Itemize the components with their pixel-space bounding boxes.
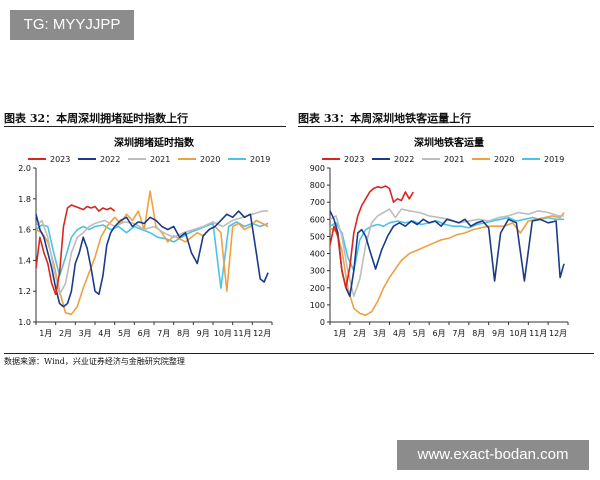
y-tick-label: 100 [310, 301, 325, 310]
chart-title: 深圳地铁客运量 [414, 136, 484, 149]
y-tick-label: 1.8 [18, 195, 31, 204]
x-tick-label: 3月 [79, 329, 92, 338]
x-tick-label: 10月 [509, 329, 527, 338]
legend-label-2021: 2021 [444, 155, 464, 164]
x-tick-label: 5月 [413, 329, 426, 338]
x-tick-label: 12月 [549, 329, 567, 338]
y-tick-label: 500 [310, 232, 325, 241]
y-tick-label: 800 [310, 181, 325, 190]
legend-label-2022: 2022 [394, 155, 414, 164]
y-tick-label: 400 [310, 250, 325, 259]
legend-label-2023: 2023 [50, 155, 70, 164]
y-tick-label: 2.0 [18, 164, 31, 173]
x-tick-label: 11月 [529, 329, 547, 338]
x-tick-label: 7月 [157, 329, 170, 338]
y-tick-label: 1.0 [18, 318, 31, 327]
y-tick-label: 0 [320, 318, 325, 327]
legend-label-2019: 2019 [250, 155, 270, 164]
x-tick-label: 4月 [393, 329, 406, 338]
legend-label-2023: 2023 [344, 155, 364, 164]
series-line-2019 [329, 216, 564, 272]
y-tick-label: 700 [310, 198, 325, 207]
x-tick-label: 6月 [138, 329, 151, 338]
y-tick-label: 1.4 [18, 256, 31, 265]
x-tick-label: 11月 [233, 329, 251, 338]
x-tick-label: 9月 [197, 329, 210, 338]
x-tick-label: 8月 [177, 329, 190, 338]
x-tick-label: 5月 [118, 329, 131, 338]
legend-label-2021: 2021 [150, 155, 170, 164]
y-tick-label: 300 [310, 267, 325, 276]
x-tick-label: 2月 [353, 329, 366, 338]
source-rule [4, 353, 594, 354]
y-tick-label: 900 [310, 164, 325, 173]
x-tick-label: 3月 [373, 329, 386, 338]
legend-label-2020: 2020 [494, 155, 514, 164]
y-tick-label: 600 [310, 215, 325, 224]
series-line-2022 [35, 210, 269, 308]
figure-32-rule [4, 126, 286, 127]
x-tick-label: 1月 [333, 329, 346, 338]
y-tick-label: 1.6 [18, 226, 31, 235]
x-tick-label: 10月 [214, 329, 232, 338]
series-line-2023 [35, 204, 116, 296]
x-tick-label: 9月 [492, 329, 505, 338]
metro-ridership-chart: 深圳地铁客运量 2023 2022 2021 2020 2019 0 100 200 300 400… [310, 136, 569, 338]
chart-title: 深圳拥堵延时指数 [114, 136, 195, 149]
series-line-2021 [329, 208, 564, 298]
legend-label-2022: 2022 [100, 155, 120, 164]
x-tick-label: 12月 [253, 329, 271, 338]
x-tick-label: 8月 [472, 329, 485, 338]
figure-33-rule [298, 126, 594, 127]
x-tick-label: 2月 [59, 329, 72, 338]
y-tick-label: 200 [310, 284, 325, 293]
source-note: 数据来源：Wind，兴业证券经济与金融研究院整理 [4, 357, 185, 366]
series-line-2020 [35, 190, 269, 316]
legend-label-2020: 2020 [200, 155, 220, 164]
figure-32-title: 图表 32：本周深圳拥堵延时指数上行 [4, 112, 189, 125]
series-line-2019 [35, 221, 269, 289]
x-tick-label: 6月 [433, 329, 446, 338]
series-line-2020 [329, 212, 565, 316]
watermark-bottom: www.exact-bodan.com [397, 440, 589, 470]
series-line-2021 [35, 210, 269, 296]
y-tick-label: 1.2 [18, 287, 31, 296]
watermark-top: TG: MYYJJPP [10, 10, 134, 40]
congestion-index-chart: 深圳拥堵延时指数 2023 2022 2021 2020 2019 1.0 1.2 1.4 1.6… [18, 136, 273, 338]
series-line-2022 [329, 210, 565, 298]
legend-label-2019: 2019 [544, 155, 564, 164]
x-tick-label: 1月 [39, 329, 52, 338]
series-line-2023 [329, 185, 414, 289]
x-tick-label: 7月 [452, 329, 465, 338]
x-tick-label: 4月 [98, 329, 111, 338]
figure-33-title: 图表 33：本周深圳地铁客运量上行 [298, 112, 472, 125]
